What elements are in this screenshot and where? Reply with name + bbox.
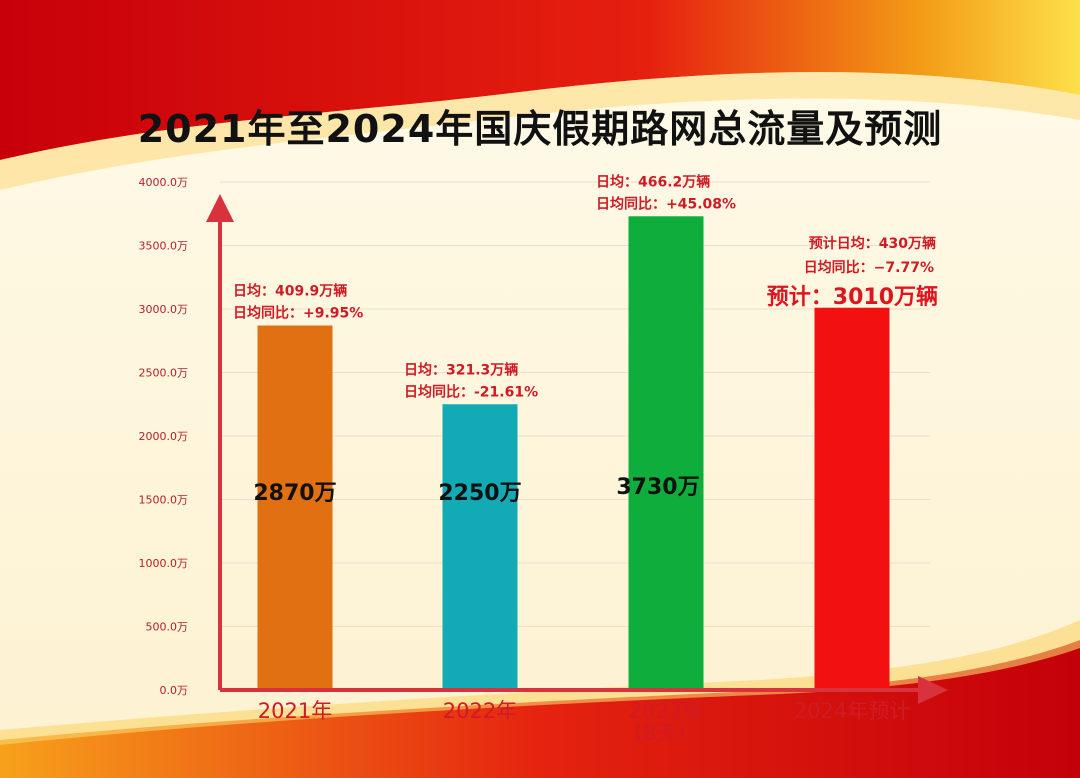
bar-annotation-daily: 日均：409.9万辆 xyxy=(233,283,347,300)
y-tick-label: 3000.0万 xyxy=(139,303,189,316)
bar-value-label: 3730万 xyxy=(616,475,699,500)
bar-annotation-yoy: 日均同比：−7.77% xyxy=(804,259,934,276)
y-tick-label: 4000.0万 xyxy=(139,176,189,189)
y-tick-label: 3500.0万 xyxy=(139,240,189,253)
bar-annotation-forecast-total: 预计：3010万辆 xyxy=(767,284,938,310)
y-tick-label: 1500.0万 xyxy=(139,494,189,507)
bar-annotation-daily: 日均：466.2万辆 xyxy=(596,173,710,190)
y-tick-label: 0.0万 xyxy=(160,684,189,697)
x-category-label: 2024年预计 xyxy=(794,699,910,723)
bar-annotation-daily: 预计日均：430万辆 xyxy=(809,235,936,252)
y-tick-label: 1000.0万 xyxy=(139,557,189,570)
bar xyxy=(814,307,890,690)
x-category-label: 2022年 xyxy=(443,699,517,723)
y-tick-label: 2000.0万 xyxy=(139,430,189,443)
bar xyxy=(257,325,333,690)
x-category-label: 2023年 xyxy=(629,699,703,723)
y-axis-arrow xyxy=(206,194,234,222)
y-tick-label: 2500.0万 xyxy=(139,367,189,380)
x-axis-arrow xyxy=(918,676,948,704)
x-category-sublabel: (8天) xyxy=(635,721,686,745)
bar-annotation-yoy: 日均同比：-21.61% xyxy=(404,383,538,400)
bar-annotation-daily: 日均：321.3万辆 xyxy=(404,361,518,378)
chart-title: 2021年至2024年国庆假期路网总流量及预测 xyxy=(137,107,943,151)
y-tick-label: 500.0万 xyxy=(146,621,189,634)
bar-annotation-yoy: 日均同比：+45.08% xyxy=(596,195,736,212)
bar xyxy=(442,404,518,690)
bar-value-label: 2870万 xyxy=(253,481,336,506)
bar-value-label: 2250万 xyxy=(438,481,521,506)
bar xyxy=(628,216,704,691)
x-category-label: 2021年 xyxy=(258,699,332,723)
bar-annotation-yoy: 日均同比：+9.95% xyxy=(233,305,363,322)
